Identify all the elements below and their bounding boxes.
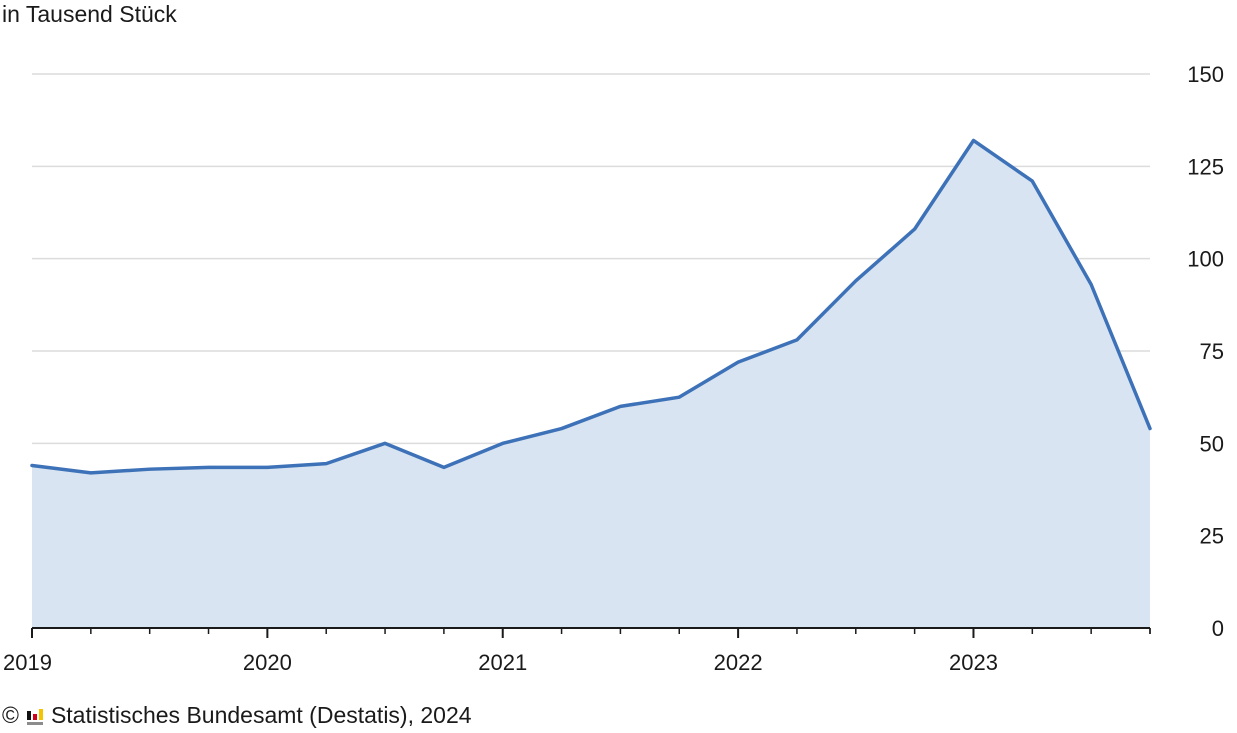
copyright-symbol: © — [2, 702, 19, 728]
x-tick-label: 2019 — [3, 650, 52, 675]
y-tick-label: 50 — [1200, 431, 1224, 456]
y-tick-label: 100 — [1187, 247, 1224, 272]
series-line — [30, 138, 1152, 475]
source-credit: © Statistisches Bundesamt (Destatis), 20… — [2, 701, 472, 729]
y-tick-label: 150 — [1187, 62, 1224, 87]
x-axis-tick-labels: 2019 2020 2021 2022 2023 — [3, 650, 998, 675]
y-tick-label: 125 — [1187, 154, 1224, 179]
x-tick-label: 2021 — [478, 650, 527, 675]
x-tick-label: 2023 — [949, 650, 998, 675]
area-layer — [30, 138, 1152, 629]
x-tick-label: 2020 — [243, 650, 292, 675]
x-axis — [31, 627, 1151, 638]
y-tick-label: 75 — [1200, 339, 1224, 364]
source-text: Statistisches Bundesamt (Destatis), 2024 — [50, 702, 472, 728]
destatis-logo-icon — [25, 705, 45, 725]
y-tick-label: 0 — [1212, 616, 1224, 641]
area-chart: 0 25 50 75 100 125 150 2019 2020 2021 2022 2023 — [3, 62, 1224, 675]
area-fill — [32, 140, 1150, 629]
y-tick-label: 25 — [1200, 524, 1224, 549]
x-tick-label: 2022 — [714, 650, 763, 675]
y-axis-tick-labels: 0 25 50 75 100 125 150 — [1187, 62, 1224, 641]
y-axis-unit-label: in Tausend Stück — [2, 1, 177, 27]
